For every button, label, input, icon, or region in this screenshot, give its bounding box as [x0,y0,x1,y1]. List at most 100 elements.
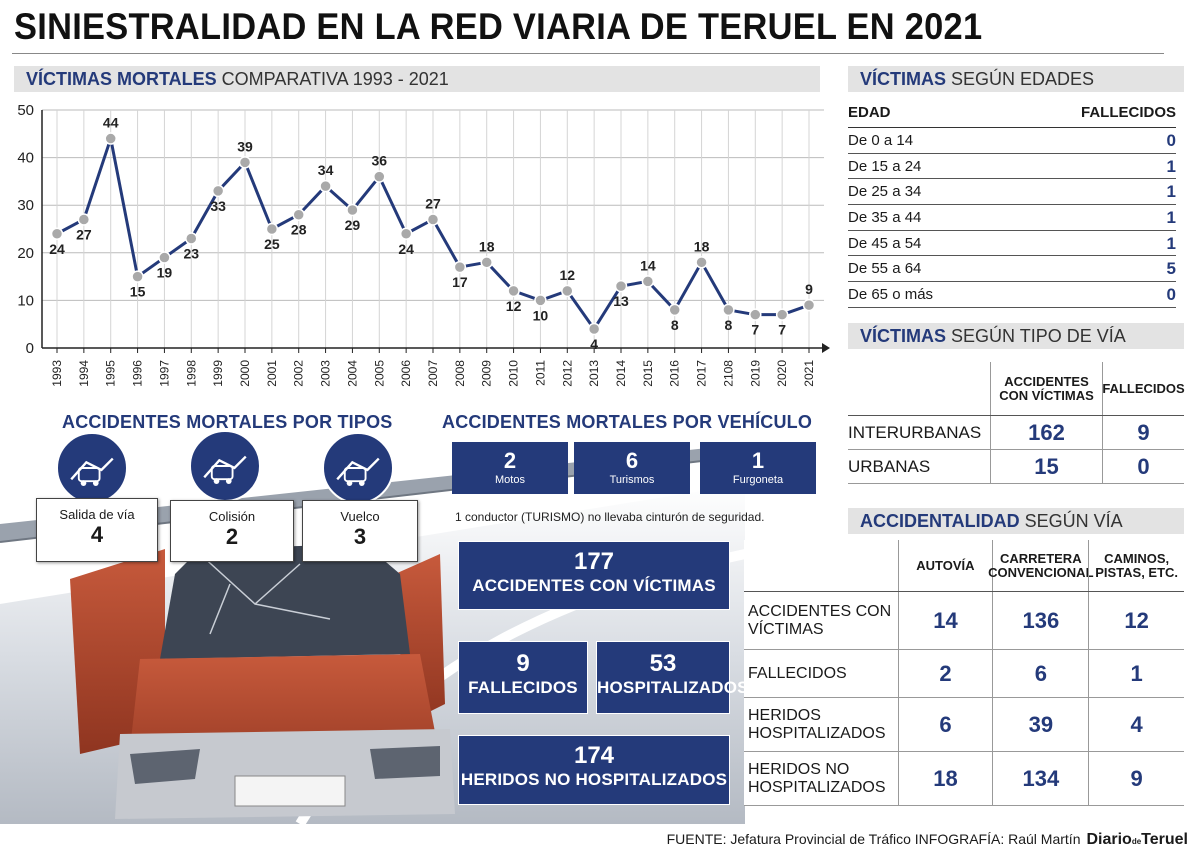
road-exit-icon [56,432,128,504]
accident-type-label: Salida de vía [59,507,135,522]
x-tick-label: 2009 [480,360,494,387]
data-label: 29 [345,217,361,233]
data-label: 27 [76,226,92,242]
y-tick-label: 40 [17,150,34,167]
x-tick-label: 1998 [184,360,198,387]
age-col-header: EDAD [848,104,891,121]
accident-type-box: Colisión 2 [170,500,294,562]
data-label: 33 [210,198,226,214]
age-deaths-value: 1 [1166,208,1176,228]
red-car [70,544,455,819]
road-header-rest: SEGÚN TIPO DE VÍA [946,326,1126,346]
age-deaths-value: 0 [1166,285,1176,305]
total-deaths-label: FALLECIDOS [468,678,578,697]
total-not-hospitalized-value: 174 [573,742,615,769]
total-accidents-value: 177 [573,548,615,575]
accidents-cell-value: 1 [1088,650,1184,697]
x-tick-label: 2003 [319,360,333,387]
x-tick-label: 2016 [668,360,682,387]
road-type-section-header: VÍCTIMAS SEGÚN TIPO DE VÍA [848,323,1184,349]
accidents-cell-value: 4 [1088,698,1184,751]
x-tick-label: 2012 [560,360,574,387]
age-row: De 55 a 64 5 [848,256,1176,283]
total-hospitalized-box: 53 HOSPITALIZADOS [596,641,749,714]
vehicles-title: ACCIDENTES MORTALES POR VEHÍCULO [442,412,813,432]
data-label: 17 [452,274,468,290]
data-label: 19 [157,265,173,281]
accidents-cell-value: 6 [897,698,993,751]
vehicle-count: 6 [625,448,639,473]
accidents-row-label: ACCIDENTES CON VÍCTIMAS [748,602,892,638]
data-label: 18 [694,238,710,254]
seatbelt-note: 1 conductor (TURISMO) no llevaba cinturó… [455,510,765,524]
age-deaths-value: 0 [1166,131,1176,150]
data-label: 34 [318,162,334,178]
data-point [453,260,467,274]
x-tick-label: 2001 [265,360,279,387]
age-table: EDAD FALLECIDOS De 0 a 14 0 De 15 a 24 1 De … [848,104,1176,308]
road-type-accidents: 15 [990,450,1102,483]
total-not-hospitalized-label: HERIDOS NO HOSPITALIZADOS [460,770,728,789]
data-point [587,322,601,336]
x-tick-label: 1999 [211,360,225,387]
data-point [185,232,198,245]
source-credit: FUENTE: Jefatura Provincial de Tráfico I… [666,831,1081,847]
age-deaths-value: 1 [1166,182,1176,202]
x-tick-label: 2014 [614,360,628,387]
data-label: 4 [590,336,598,352]
accidents-row-label: HERIDOS HOSPITALIZADOS [748,706,886,742]
road-type-label: URBANAS [848,456,931,476]
data-point [775,308,789,321]
total-not-hospitalized-box: 174 HERIDOS NO HOSPITALIZADOS [458,735,730,805]
accident-type-box: Salida de vía 4 [36,498,158,562]
x-tick-label: 2006 [399,360,413,387]
accident-type-value: 3 [353,524,367,549]
vehicle-box: 1 Furgoneta [700,442,816,494]
accidents-by-road-row: ACCIDENTES CON VÍCTIMAS 14 136 12 [744,592,1184,650]
accidents-cell-value: 6 [992,650,1088,697]
road-type-table: ACCIDENTES CON VÍCTIMAS FALLECIDOS INTER… [848,362,1185,484]
age-deaths-value: 1 [1166,233,1176,253]
vehicle-label: Turismos [609,474,655,486]
road-type-label: INTERURBANAS [848,422,982,442]
vehicle-label: Furgoneta [732,474,784,486]
age-range-label: De 35 a 44 [848,209,922,227]
road-header-bold: VÍCTIMAS [860,326,947,346]
x-tick-label: 1997 [157,360,171,387]
total-hospitalized-label: HOSPITALIZADOS [597,678,749,697]
x-tick-label: 2019 [748,360,762,387]
data-label: 7 [751,322,759,338]
road-type-accidents: 162 [990,416,1102,449]
accident-type-label: Colisión [208,509,256,524]
x-tick-label: 2008 [453,360,467,387]
data-label: 7 [778,322,786,338]
y-tick-label: 20 [17,245,34,262]
conventional-road-col-header: CARRETERA CONVENCIONAL [988,540,1094,591]
data-label: 8 [671,317,679,333]
data-label: 12 [506,298,522,314]
x-tick-label: 2010 [507,360,521,387]
data-point [158,251,171,264]
acc-header-rest: SEGÚN VÍA [1019,511,1123,531]
footer: FUENTE: Jefatura Provincial de Tráfico I… [667,831,1188,849]
accidents-by-road-section-header: ACCIDENTALIDAD SEGÚN VÍA [848,508,1184,534]
total-deaths-box: 9 FALLECIDOS [458,641,588,714]
x-tick-label: 2108 [721,360,735,387]
accidents-cell-value: 9 [1088,752,1184,805]
data-point [426,213,440,226]
accident-type-value: 2 [225,524,239,549]
x-tick-label: 1993 [50,360,64,387]
data-label: 10 [533,307,549,323]
accident-type-value: 4 [90,522,104,547]
road-type-table-header: ACCIDENTES CON VÍCTIMAS FALLECIDOS [848,362,1185,416]
data-point [373,170,386,183]
cracked-glass [199,553,331,635]
vehicle-count: 2 [503,448,517,473]
accidents-col-header: ACCIDENTES CON VÍCTIMAS [990,362,1102,415]
data-label: 12 [559,267,575,283]
road-type-deaths: 0 [1102,450,1184,483]
autovia-col-header: AUTOVÍA [897,540,993,591]
age-range-label: De 0 a 14 [848,132,914,149]
newspaper-logo: DiariodeTeruel [1086,831,1188,848]
